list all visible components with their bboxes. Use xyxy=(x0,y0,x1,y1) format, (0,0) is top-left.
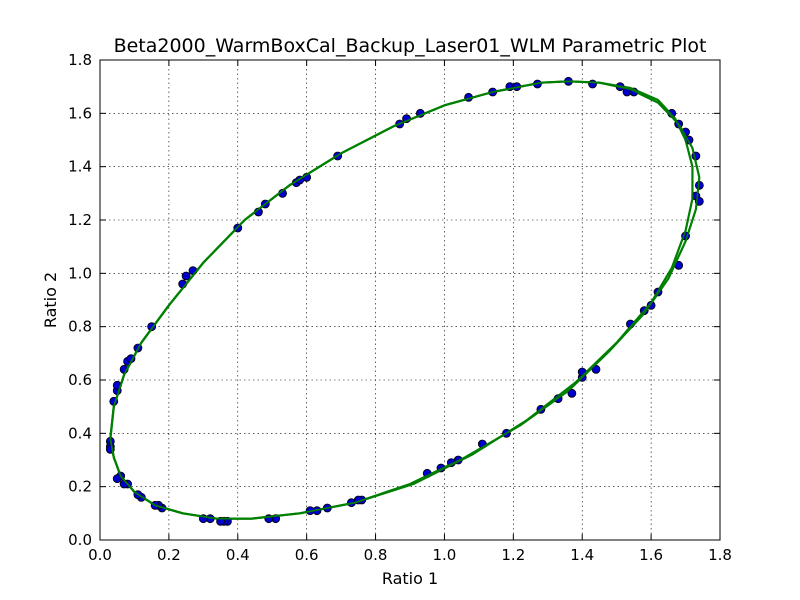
x-tick-label: 1.4 xyxy=(570,546,594,564)
data-point xyxy=(112,474,122,484)
data-point xyxy=(588,79,597,89)
data-point xyxy=(181,271,191,281)
grid xyxy=(100,60,720,540)
y-tick-label: 1.4 xyxy=(68,158,92,176)
x-tick-label: 0.0 xyxy=(88,546,112,564)
x-tick-label: 1.6 xyxy=(639,546,663,564)
x-tick-label: 0.2 xyxy=(157,546,181,564)
x-tick-label: 0.8 xyxy=(364,546,388,564)
y-tick-label: 1.2 xyxy=(68,211,92,229)
ticks: 0.0 0.2 0.4 0.6 0.8 1.0 1.2 1.4 1.6 1.8 0.0 0.2 0.4 0… xyxy=(68,51,732,564)
fit-curve-overlay xyxy=(109,80,694,520)
y-tick-label: 0.0 xyxy=(68,531,92,549)
x-tick-label: 1.8 xyxy=(708,546,732,564)
y-tick-label: 0.6 xyxy=(68,371,92,389)
y-tick-label: 0.2 xyxy=(68,478,92,496)
y-tick-label: 1.8 xyxy=(68,51,92,69)
y-tick-label: 1.0 xyxy=(68,264,92,282)
x-tick-label: 1.0 xyxy=(433,546,457,564)
chart-title: Beta2000_WarmBoxCal_Backup_Laser01_WLM P… xyxy=(114,35,707,57)
x-tick-label: 1.2 xyxy=(501,546,525,564)
y-tick-label: 0.8 xyxy=(68,318,92,336)
axes-frame xyxy=(99,59,721,541)
data-point xyxy=(591,364,601,374)
y-tick-label: 1.6 xyxy=(68,104,92,122)
x-tick-label: 0.6 xyxy=(295,546,319,564)
plot-area xyxy=(100,60,720,540)
x-axis-label: Ratio 1 xyxy=(382,569,438,588)
data-point xyxy=(188,266,198,276)
x-tick-label: 0.4 xyxy=(226,546,250,564)
y-tick-label: 0.4 xyxy=(68,424,92,442)
y-axis-label: Ratio 2 xyxy=(41,272,60,328)
data-point xyxy=(567,388,577,398)
